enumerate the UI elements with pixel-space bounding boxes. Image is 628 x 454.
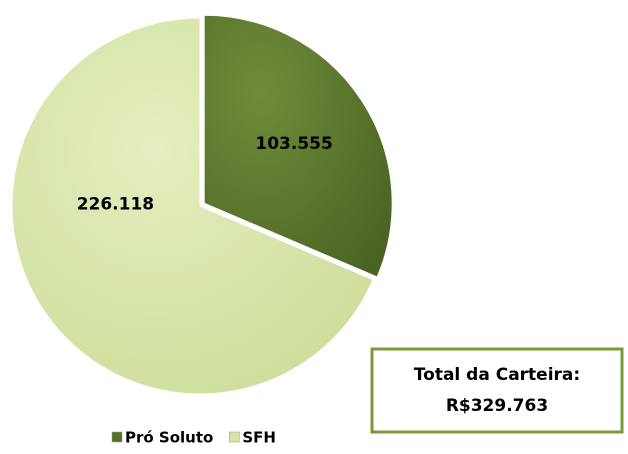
pie-slice: [203, 14, 393, 278]
annotation-line: R$329.763: [446, 396, 548, 416]
data-label: 103.555: [255, 134, 332, 154]
data-label: 226.118: [77, 195, 154, 215]
annotation-line: Total da Carteira:: [414, 365, 580, 385]
legend-label: SFH: [242, 429, 276, 447]
pie-slice: [11, 17, 374, 395]
legend-swatch: [229, 431, 240, 443]
legend-label: Pró Soluto: [125, 429, 213, 447]
legend-swatch: [111, 431, 123, 443]
annotation-box: [370, 347, 624, 434]
